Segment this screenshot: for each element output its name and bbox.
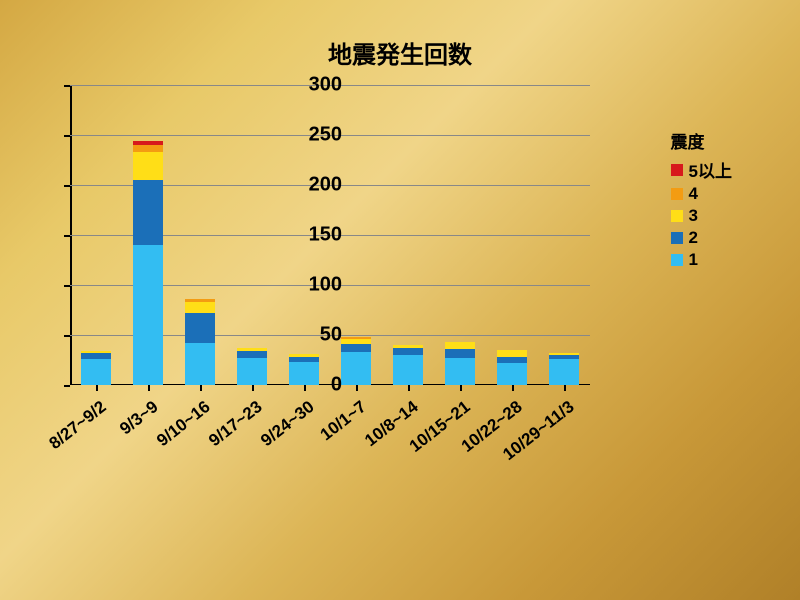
legend-item: 5以上 bbox=[671, 157, 732, 182]
legend-swatch bbox=[671, 254, 683, 266]
bar bbox=[497, 350, 527, 385]
x-tick bbox=[356, 385, 358, 391]
legend-item: 2 bbox=[671, 228, 732, 248]
bar-segment bbox=[341, 339, 371, 344]
y-tick-label: 100 bbox=[282, 274, 342, 297]
x-tick-label: 10/29~11/3 bbox=[479, 397, 578, 480]
y-tick-label: 50 bbox=[282, 324, 342, 347]
x-tick bbox=[148, 385, 150, 391]
legend-label: 1 bbox=[689, 250, 698, 270]
bar-segment bbox=[237, 351, 267, 358]
legend-label: 4 bbox=[689, 184, 698, 204]
bar-segment bbox=[237, 358, 267, 385]
bar-segment bbox=[445, 349, 475, 358]
legend-label: 5以上 bbox=[689, 157, 732, 182]
bar bbox=[549, 353, 579, 385]
bar-segment bbox=[289, 357, 319, 362]
legend-swatch bbox=[671, 232, 683, 244]
bar-segment bbox=[81, 359, 111, 385]
bar bbox=[393, 345, 423, 385]
bar bbox=[185, 299, 215, 385]
legend-item: 3 bbox=[671, 206, 732, 226]
bar bbox=[445, 342, 475, 385]
bar-segment bbox=[185, 343, 215, 385]
legend-item: 1 bbox=[671, 250, 732, 270]
y-tick bbox=[64, 335, 70, 337]
bar-segment bbox=[445, 342, 475, 349]
bar-segment bbox=[185, 299, 215, 302]
y-tick bbox=[64, 185, 70, 187]
bar-segment bbox=[341, 337, 371, 339]
bar-segment bbox=[549, 353, 579, 355]
bar bbox=[133, 141, 163, 385]
bar-segment bbox=[81, 353, 111, 359]
y-tick-label: 200 bbox=[282, 174, 342, 197]
bar-segment bbox=[289, 354, 319, 357]
bar-segment bbox=[393, 345, 423, 348]
legend-swatch bbox=[671, 188, 683, 200]
bar-segment bbox=[445, 358, 475, 385]
bar-segment bbox=[497, 350, 527, 357]
y-tick-label: 250 bbox=[282, 124, 342, 147]
y-tick bbox=[64, 285, 70, 287]
bar-segment bbox=[185, 313, 215, 343]
y-tick bbox=[64, 235, 70, 237]
legend-swatch bbox=[671, 164, 683, 176]
legend-label: 3 bbox=[689, 206, 698, 226]
legend-label: 2 bbox=[689, 228, 698, 248]
y-tick-label: 150 bbox=[282, 224, 342, 247]
bar-segment bbox=[185, 302, 215, 313]
y-tick-label: 0 bbox=[282, 374, 342, 397]
legend-item: 4 bbox=[671, 184, 732, 204]
bar bbox=[81, 351, 111, 385]
bar-segment bbox=[133, 141, 163, 145]
x-tick bbox=[512, 385, 514, 391]
bar-segment bbox=[549, 359, 579, 385]
y-tick bbox=[64, 85, 70, 87]
legend-swatch bbox=[671, 210, 683, 222]
y-tick-label: 300 bbox=[282, 74, 342, 97]
bar-segment bbox=[81, 351, 111, 353]
bar-segment bbox=[393, 348, 423, 355]
x-tick bbox=[408, 385, 410, 391]
x-tick bbox=[200, 385, 202, 391]
bar-segment bbox=[393, 355, 423, 385]
bar-segment bbox=[497, 363, 527, 385]
x-tick bbox=[252, 385, 254, 391]
bar-segment bbox=[549, 355, 579, 359]
bar-segment bbox=[133, 152, 163, 180]
bar-segment bbox=[133, 145, 163, 152]
chart-title: 地震発生回数 bbox=[328, 35, 472, 70]
bar-segment bbox=[341, 352, 371, 385]
y-tick bbox=[64, 385, 70, 387]
bar-segment bbox=[497, 357, 527, 363]
x-tick bbox=[96, 385, 98, 391]
legend-title: 震度 bbox=[671, 128, 732, 153]
y-tick bbox=[64, 135, 70, 137]
legend: 震度 5以上4321 bbox=[671, 128, 732, 272]
bar bbox=[237, 348, 267, 385]
bar-segment bbox=[341, 344, 371, 352]
bar-segment bbox=[133, 180, 163, 245]
bar bbox=[341, 337, 371, 385]
x-tick bbox=[564, 385, 566, 391]
bar-segment bbox=[237, 348, 267, 351]
x-tick bbox=[460, 385, 462, 391]
bar-segment bbox=[133, 245, 163, 385]
